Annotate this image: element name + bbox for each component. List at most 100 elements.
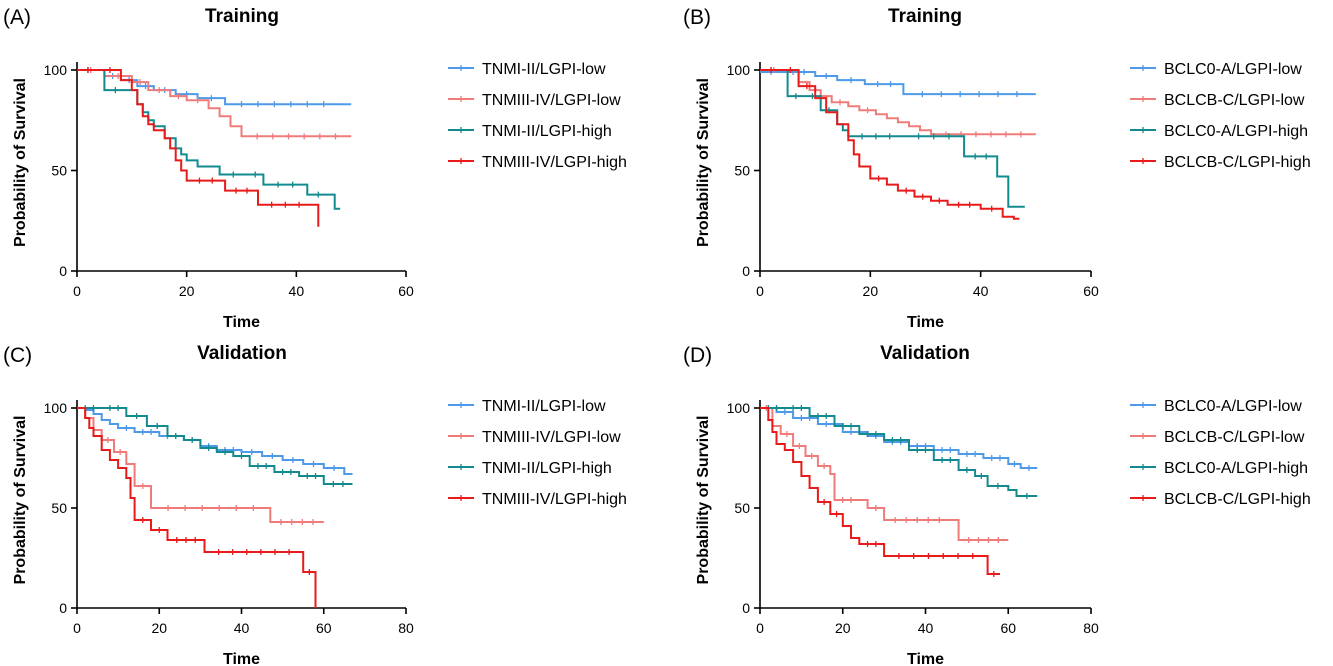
panel-d-series-3-censor-marks <box>823 499 995 577</box>
panel-d-series-1-curve <box>760 407 1009 541</box>
panel-b-ylabel: Probability of Survival <box>695 78 712 247</box>
panel-a-legend-item-3: TNMIII-IV/LGPI-high <box>448 154 627 171</box>
x-tick-label: 40 <box>289 283 305 299</box>
panel-a-series-3-curve <box>77 69 320 227</box>
legend-label: BCLC0-A/LGPI-low <box>1164 398 1302 415</box>
panel-c-legend-item-0: TNMI-II/LGPI-low <box>448 398 606 415</box>
x-tick-label: 80 <box>398 620 414 636</box>
legend-label: BCLCB-C/LGPI-low <box>1164 92 1305 109</box>
panel-c-series-1-censor-marks <box>107 437 314 525</box>
panel-d-series-0-censor-marks <box>767 405 1030 471</box>
y-tick-label: 0 <box>59 600 67 616</box>
y-tick-label: 50 <box>51 500 67 516</box>
panel-b-series-1-censor-marks <box>773 67 1022 138</box>
panel-b-legend-item-2: BCLC0-A/LGPI-high <box>1130 123 1308 140</box>
legend-label: TNMIII-IV/LGPI-high <box>482 491 627 508</box>
x-tick-label: 0 <box>73 283 81 299</box>
panel-d-series-3-curve <box>760 407 1000 575</box>
panel-d-ylabel: Probability of Survival <box>695 416 712 585</box>
panel-c-xlabel: Time <box>223 651 260 666</box>
panel-b-series-1-curve <box>760 69 1036 136</box>
y-tick-label: 100 <box>44 62 68 78</box>
panel-c-axes <box>76 400 406 609</box>
panel-c-legend-item-2: TNMI-II/LGPI-high <box>448 460 612 477</box>
legend-label: BCLC0-A/LGPI-high <box>1164 460 1308 477</box>
x-tick-label: 0 <box>756 620 764 636</box>
y-tick-label: 50 <box>51 163 67 179</box>
panel-d-legend-item-0: BCLC0-A/LGPI-low <box>1130 398 1302 415</box>
panel-c-label: (C) <box>3 344 32 367</box>
panel-d-legend-item-2: BCLC0-A/LGPI-high <box>1130 460 1308 477</box>
x-tick-label: 60 <box>1000 620 1016 636</box>
y-tick-label: 100 <box>727 62 751 78</box>
x-tick-label: 40 <box>918 620 934 636</box>
panel-d-legend-item-1: BCLCB-C/LGPI-low <box>1130 429 1305 446</box>
y-tick-label: 100 <box>44 400 68 416</box>
panel-c-series-2-curve <box>77 407 353 485</box>
panel-a-series-3-censor-marks <box>87 67 300 208</box>
x-tick-label: 80 <box>1083 620 1099 636</box>
legend-label: BCLC0-A/LGPI-low <box>1164 61 1302 78</box>
legend-label: TNMI-II/LGPI-high <box>482 123 612 140</box>
x-tick-label: 0 <box>73 620 81 636</box>
legend-label: BCLCB-C/LGPI-low <box>1164 429 1305 446</box>
panel-d-label: (D) <box>683 344 712 367</box>
panel-a-ylabel: Probability of Survival <box>12 78 29 247</box>
y-tick-label: 0 <box>742 263 750 279</box>
panel-d-series-2-curve <box>760 407 1038 497</box>
y-tick-label: 50 <box>734 500 750 516</box>
panel-a-series-1-censor-marks <box>90 67 337 140</box>
panel-d-series-0-curve <box>760 407 1038 469</box>
panel-c-series-2-censor-marks <box>84 405 344 487</box>
legend-label: TNMI-II/LGPI-low <box>482 61 606 78</box>
legend-label: TNMIII-IV/LGPI-low <box>482 92 621 109</box>
legend-label: TNMI-II/LGPI-high <box>482 460 612 477</box>
x-tick-label: 60 <box>316 620 332 636</box>
panel-a-series-2-curve <box>77 69 341 210</box>
panel-a-series-1-curve <box>77 69 352 138</box>
y-tick-label: 0 <box>59 263 67 279</box>
panel-c-series-3-curve <box>77 407 317 608</box>
panel-d-title: Validation <box>880 343 970 364</box>
x-tick-label: 20 <box>863 283 879 299</box>
y-tick-label: 0 <box>742 600 750 616</box>
panel-a-legend-item-1: TNMIII-IV/LGPI-low <box>448 92 621 109</box>
panel-c-title: Validation <box>197 343 287 364</box>
x-tick-label: 0 <box>756 283 764 299</box>
legend-label: BCLC0-A/LGPI-high <box>1164 123 1308 140</box>
panel-c-series-3-censor-marks <box>142 517 311 575</box>
x-tick-label: 40 <box>973 283 989 299</box>
panel-b: (B) Training 0 20 40 60 0 50 100 Time Probability … <box>683 6 1311 331</box>
x-tick-label: 20 <box>151 620 167 636</box>
panel-a-label: (A) <box>3 6 31 29</box>
panel-d-axes <box>759 400 1091 609</box>
panel-d-xlabel: Time <box>907 651 944 666</box>
panel-b-title: Training <box>888 6 962 27</box>
panel-a-legend-item-0: TNMI-II/LGPI-low <box>448 61 606 78</box>
panel-a-title: Training <box>205 6 279 27</box>
x-tick-label: 20 <box>835 620 851 636</box>
panel-b-series-2-curve <box>760 69 1025 208</box>
panel-c-legend-item-3: TNMIII-IV/LGPI-high <box>448 491 627 508</box>
panel-a-xlabel: Time <box>223 314 260 331</box>
y-tick-label: 50 <box>734 163 750 179</box>
legend-label: BCLCB-C/LGPI-high <box>1164 154 1311 171</box>
panel-c-series-1-curve <box>77 407 324 523</box>
x-tick-label: 60 <box>1083 283 1099 299</box>
panel-a-legend-item-2: TNMI-II/LGPI-high <box>448 123 612 140</box>
panel-c: (C) Validation 0 20 40 60 80 0 50 100 Time Probabil… <box>3 343 627 666</box>
legend-label: TNMIII-IV/LGPI-high <box>482 154 627 171</box>
panel-b-label: (B) <box>683 6 711 29</box>
y-tick-label: 100 <box>727 400 751 416</box>
panel-b-xlabel: Time <box>907 314 944 331</box>
panel-c-ylabel: Probability of Survival <box>12 416 29 585</box>
legend-label: TNMIII-IV/LGPI-low <box>482 429 621 446</box>
panel-a-series-2-censor-marks <box>87 67 319 198</box>
panel-b-series-3-curve <box>760 69 1020 220</box>
panel-b-legend-item-1: BCLCB-C/LGPI-low <box>1130 92 1305 109</box>
panel-b-legend-item-0: BCLC0-A/LGPI-low <box>1130 61 1302 78</box>
x-tick-label: 40 <box>234 620 250 636</box>
panel-a-axes <box>76 62 406 272</box>
panel-c-legend-item-1: TNMIII-IV/LGPI-low <box>448 429 621 446</box>
